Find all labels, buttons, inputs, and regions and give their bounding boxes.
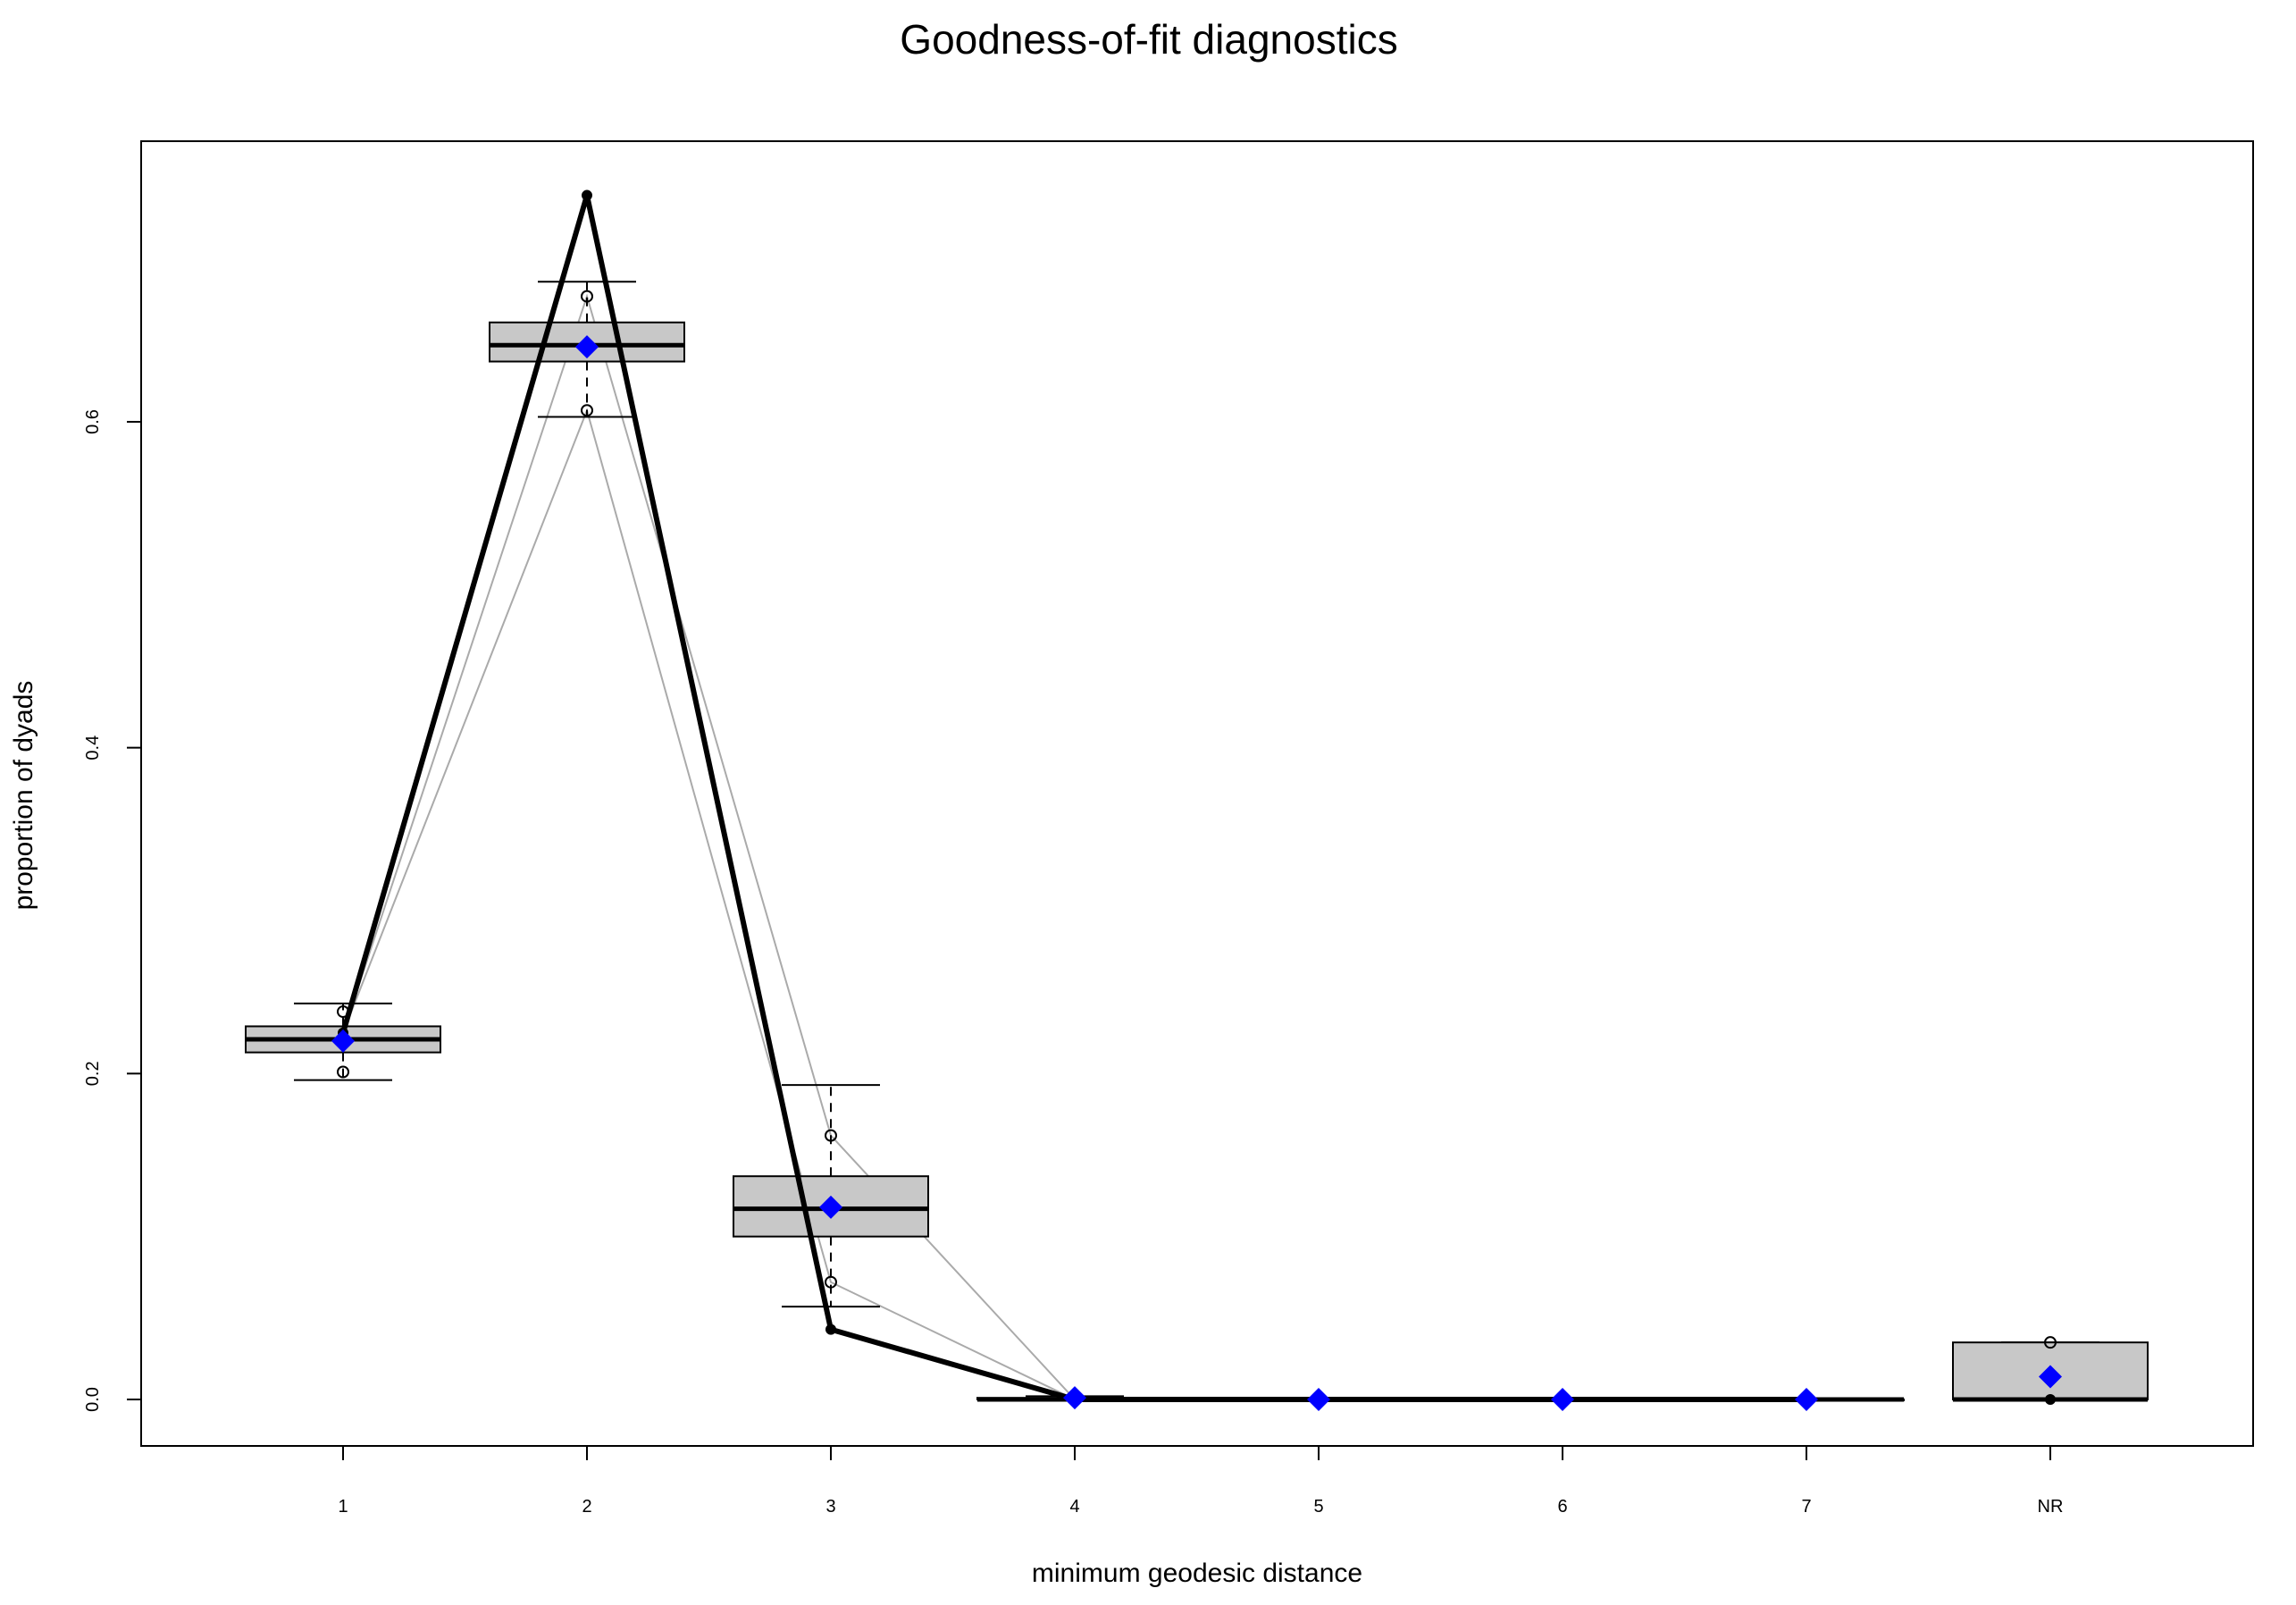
outlier-point — [2044, 1336, 2057, 1349]
y-axis-label: proportion of dyads — [9, 681, 38, 911]
y-tick-label: 0.0 — [83, 1387, 103, 1412]
x-tick-label: 1 — [338, 1497, 348, 1517]
outlier-point — [581, 290, 593, 303]
plot-frame — [140, 140, 2254, 1447]
x-tick-label: 5 — [1313, 1497, 1323, 1517]
mean-marker — [2039, 1365, 2062, 1389]
x-tick-label: NR — [2038, 1497, 2064, 1517]
observed-point — [582, 189, 592, 201]
observed-series — [338, 189, 2056, 1405]
outlier-points — [337, 290, 2057, 1349]
outlier-point — [581, 404, 593, 417]
x-tick-label: 2 — [582, 1497, 591, 1517]
x-axis-label: minimum geodesic distance — [1032, 1559, 1362, 1588]
x-tick-label: 4 — [1069, 1497, 1079, 1517]
observed-point — [2045, 1394, 2056, 1405]
mean-marker — [819, 1195, 842, 1219]
boxplot-3 — [733, 1084, 929, 1308]
x-tick-label: 7 — [1801, 1497, 1811, 1517]
x-tick-label: 6 — [1557, 1497, 1567, 1517]
outlier-point — [825, 1275, 837, 1289]
y-tick-label: 0.6 — [83, 409, 103, 434]
x-axis: 1 2 3 4 5 6 7 NR — [338, 1446, 2063, 1517]
observed-point — [825, 1323, 836, 1335]
outlier-point — [337, 1065, 349, 1079]
simulation-range-lower-line — [342, 408, 1806, 1400]
mean-marker — [1063, 1386, 1086, 1410]
chart-title: Goodness-of-fit diagnostics — [900, 16, 1397, 63]
x-tick-label: 3 — [825, 1497, 835, 1517]
simulation-range-lines — [342, 293, 1806, 1400]
mean-marker — [1307, 1388, 1330, 1411]
y-tick-label: 0.2 — [83, 1061, 103, 1086]
observed-line — [340, 192, 1806, 1402]
mean-marker — [1551, 1388, 1574, 1411]
simulation-range-upper-line — [342, 293, 1806, 1400]
y-axis: 0.0 0.2 0.4 0.6 — [83, 409, 141, 1412]
y-tick-label: 0.4 — [83, 735, 103, 760]
outlier-point — [825, 1129, 837, 1142]
mean-marker — [575, 335, 599, 359]
mean-markers — [331, 335, 2062, 1411]
mean-marker — [331, 1029, 355, 1053]
boxplots — [245, 281, 2149, 1402]
mean-marker — [1795, 1388, 1818, 1411]
